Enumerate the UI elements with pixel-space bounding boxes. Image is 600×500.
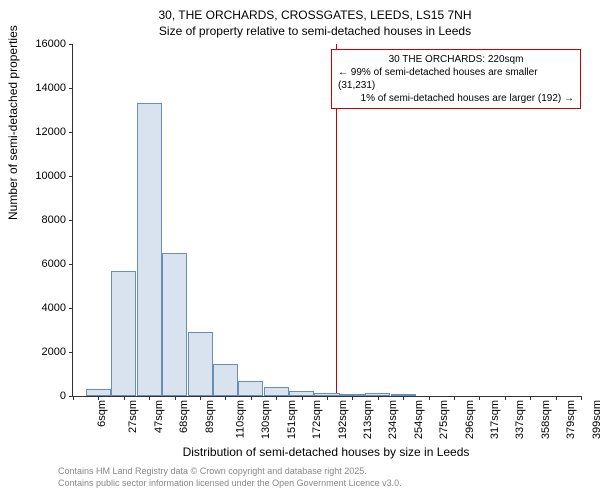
- histogram-bar: [238, 381, 263, 396]
- x-tick-label: 151sqm: [286, 400, 298, 439]
- histogram-bar: [162, 253, 187, 396]
- x-tick-label: 358sqm: [540, 400, 552, 439]
- x-tick-mark: [149, 396, 150, 400]
- y-tick-mark: [69, 352, 73, 353]
- x-tick-label: 275sqm: [438, 400, 450, 439]
- histogram-bar: [111, 271, 136, 396]
- x-tick-label: 130sqm: [261, 400, 273, 439]
- x-tick-label: 399sqm: [591, 400, 600, 439]
- x-tick-label: 110sqm: [234, 400, 246, 438]
- x-tick-label: 172sqm: [311, 400, 323, 439]
- annotation-box: 30 THE ORCHARDS: 220sqm ← 99% of semi-de…: [331, 49, 581, 109]
- y-tick-label: 12000: [16, 126, 66, 138]
- footer-line1: Contains HM Land Registry data © Crown c…: [58, 466, 402, 478]
- y-tick-mark: [69, 220, 73, 221]
- x-tick-label: 337sqm: [515, 400, 527, 439]
- y-tick-label: 10000: [16, 170, 66, 182]
- x-tick-label: 27sqm: [127, 400, 139, 433]
- x-tick-mark: [200, 396, 201, 400]
- x-tick-mark: [276, 396, 277, 400]
- x-tick-label: 192sqm: [337, 400, 349, 439]
- x-tick-mark: [556, 396, 557, 400]
- histogram-bar: [188, 332, 213, 396]
- x-tick-mark: [479, 396, 480, 400]
- y-tick-mark: [69, 44, 73, 45]
- histogram-bar: [86, 389, 111, 396]
- y-tick-label: 2000: [16, 346, 66, 358]
- x-tick-mark: [302, 396, 303, 400]
- y-tick-label: 6000: [16, 258, 66, 270]
- chart-title-line1: 30, THE ORCHARDS, CROSSGATES, LEEDS, LS1…: [40, 8, 590, 24]
- histogram-bar: [264, 387, 289, 396]
- x-tick-mark: [403, 396, 404, 400]
- x-tick-mark: [225, 396, 226, 400]
- x-tick-label: 317sqm: [489, 400, 501, 439]
- y-tick-mark: [69, 132, 73, 133]
- x-tick-mark: [505, 396, 506, 400]
- x-tick-mark: [251, 396, 252, 400]
- x-tick-label: 296sqm: [464, 400, 476, 439]
- x-tick-mark: [327, 396, 328, 400]
- y-tick-label: 8000: [16, 214, 66, 226]
- plot-area: 30 THE ORCHARDS: 220sqm ← 99% of semi-de…: [72, 44, 581, 397]
- x-axis-label: Distribution of semi-detached houses by …: [72, 445, 580, 459]
- y-tick-mark: [69, 176, 73, 177]
- x-tick-label: 89sqm: [204, 400, 216, 433]
- y-tick-mark: [69, 308, 73, 309]
- y-tick-label: 0: [16, 390, 66, 402]
- chart-title-line2: Size of property relative to semi-detach…: [40, 24, 590, 40]
- x-tick-label: 6sqm: [96, 400, 108, 427]
- x-tick-label: 254sqm: [413, 400, 425, 439]
- annotation-line3: 1% of semi-detached houses are larger (1…: [338, 92, 574, 105]
- x-tick-label: 213sqm: [362, 400, 374, 439]
- y-tick-label: 16000: [16, 38, 66, 50]
- y-tick-mark: [69, 88, 73, 89]
- histogram-bar: [391, 394, 416, 396]
- x-tick-mark: [454, 396, 455, 400]
- x-tick-mark: [581, 396, 582, 400]
- annotation-line1: 30 THE ORCHARDS: 220sqm: [338, 53, 574, 66]
- y-tick-label: 4000: [16, 302, 66, 314]
- annotation-line2: ← 99% of semi-detached houses are smalle…: [338, 66, 574, 92]
- x-tick-label: 68sqm: [178, 400, 190, 433]
- y-tick-label: 14000: [16, 82, 66, 94]
- y-axis-label: Number of semi-detached properties: [6, 25, 20, 220]
- y-tick-mark: [69, 264, 73, 265]
- x-tick-mark: [124, 396, 125, 400]
- histogram-bar: [137, 103, 162, 396]
- histogram-bar: [340, 394, 365, 396]
- x-tick-mark: [73, 396, 74, 400]
- footer-line2: Contains public sector information licen…: [58, 478, 402, 490]
- x-tick-mark: [378, 396, 379, 400]
- x-tick-mark: [175, 396, 176, 400]
- x-tick-mark: [352, 396, 353, 400]
- x-tick-label: 234sqm: [388, 400, 400, 439]
- x-tick-mark: [429, 396, 430, 400]
- x-tick-label: 379sqm: [565, 400, 577, 439]
- x-tick-mark: [530, 396, 531, 400]
- histogram-bar: [365, 393, 390, 396]
- histogram-bar: [213, 364, 238, 396]
- histogram-bar: [314, 393, 339, 396]
- x-tick-label: 47sqm: [153, 400, 165, 433]
- histogram-bar: [289, 391, 314, 396]
